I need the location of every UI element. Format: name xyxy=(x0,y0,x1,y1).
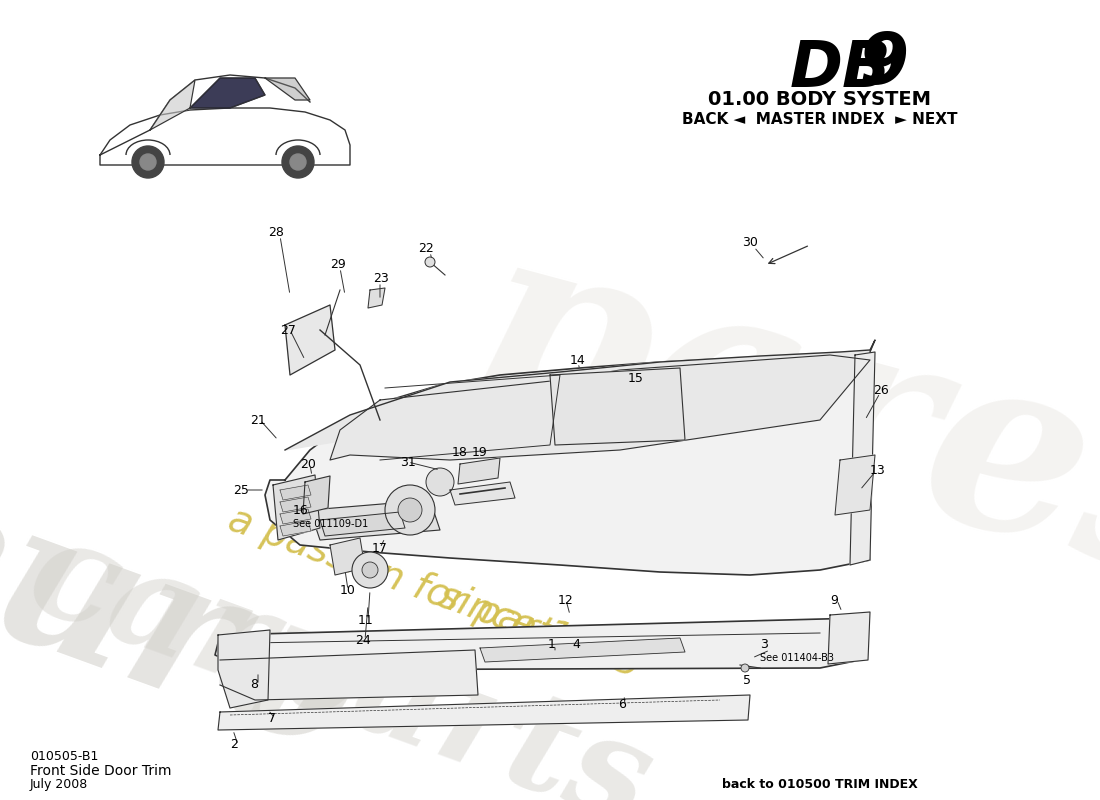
Polygon shape xyxy=(220,650,478,700)
Polygon shape xyxy=(150,80,195,130)
Text: 19: 19 xyxy=(472,446,487,459)
Text: carparts: carparts xyxy=(12,506,669,800)
Polygon shape xyxy=(480,638,685,662)
Text: 10: 10 xyxy=(340,583,356,597)
Circle shape xyxy=(398,498,422,522)
Text: 15: 15 xyxy=(628,371,643,385)
Text: 28: 28 xyxy=(268,226,284,238)
Text: 6: 6 xyxy=(618,698,626,711)
Polygon shape xyxy=(280,509,311,524)
Text: back to 010500 TRIM INDEX: back to 010500 TRIM INDEX xyxy=(722,778,917,791)
Text: 30: 30 xyxy=(742,237,758,250)
Polygon shape xyxy=(265,352,870,575)
Text: 01.00 BODY SYSTEM: 01.00 BODY SYSTEM xyxy=(708,90,932,109)
Polygon shape xyxy=(330,355,870,460)
Text: 11: 11 xyxy=(358,614,374,626)
Polygon shape xyxy=(285,340,874,450)
Text: 16: 16 xyxy=(293,503,309,517)
Text: 13: 13 xyxy=(870,463,886,477)
Polygon shape xyxy=(458,458,500,484)
Text: 5: 5 xyxy=(742,674,751,686)
Circle shape xyxy=(426,468,454,496)
Text: euro: euro xyxy=(0,446,386,794)
Polygon shape xyxy=(330,538,365,575)
Text: July 2008: July 2008 xyxy=(30,778,88,791)
Polygon shape xyxy=(320,512,405,536)
Text: 4: 4 xyxy=(572,638,580,651)
Text: 18: 18 xyxy=(452,446,468,459)
Text: 25: 25 xyxy=(233,483,249,497)
Text: 8: 8 xyxy=(250,678,258,691)
Polygon shape xyxy=(218,695,750,730)
Polygon shape xyxy=(100,108,350,165)
Text: 7: 7 xyxy=(268,711,276,725)
Text: pares: pares xyxy=(448,203,1100,637)
Text: 23: 23 xyxy=(373,271,388,285)
Circle shape xyxy=(290,154,306,170)
Circle shape xyxy=(425,257,435,267)
Text: See 011109-D1: See 011109-D1 xyxy=(293,519,368,529)
Polygon shape xyxy=(285,305,336,375)
Text: 12: 12 xyxy=(558,594,574,606)
Polygon shape xyxy=(190,78,265,108)
Text: 14: 14 xyxy=(570,354,585,366)
Text: 29: 29 xyxy=(330,258,345,271)
Text: 24: 24 xyxy=(355,634,371,646)
Polygon shape xyxy=(310,500,440,540)
Polygon shape xyxy=(828,612,870,664)
Text: 27: 27 xyxy=(280,323,296,337)
Polygon shape xyxy=(450,482,515,505)
Text: 2: 2 xyxy=(230,738,238,751)
Polygon shape xyxy=(280,521,311,536)
Text: 26: 26 xyxy=(873,383,889,397)
Polygon shape xyxy=(835,455,874,515)
Text: 010505-B1: 010505-B1 xyxy=(30,750,98,763)
Text: 20: 20 xyxy=(300,458,316,471)
Text: since 1985: since 1985 xyxy=(433,576,646,684)
Polygon shape xyxy=(218,630,270,708)
Polygon shape xyxy=(280,485,311,500)
Text: 21: 21 xyxy=(250,414,266,426)
Circle shape xyxy=(140,154,156,170)
Polygon shape xyxy=(850,352,875,565)
Circle shape xyxy=(282,146,314,178)
Text: See 011404-B3: See 011404-B3 xyxy=(760,653,834,663)
Polygon shape xyxy=(368,288,385,308)
Text: 3: 3 xyxy=(760,638,768,651)
Polygon shape xyxy=(550,368,685,445)
Circle shape xyxy=(741,664,749,672)
Text: 22: 22 xyxy=(418,242,433,254)
Polygon shape xyxy=(214,618,860,670)
Polygon shape xyxy=(265,78,310,100)
Text: DB: DB xyxy=(790,38,892,100)
Polygon shape xyxy=(280,497,311,512)
Circle shape xyxy=(385,485,435,535)
Text: BACK ◄  MASTER INDEX  ► NEXT: BACK ◄ MASTER INDEX ► NEXT xyxy=(682,112,958,127)
Text: 1: 1 xyxy=(548,638,556,651)
Text: a passion for parts: a passion for parts xyxy=(223,500,576,660)
Circle shape xyxy=(352,552,388,588)
Text: 17: 17 xyxy=(372,542,388,554)
Text: Front Side Door Trim: Front Side Door Trim xyxy=(30,764,172,778)
Text: 31: 31 xyxy=(400,455,416,469)
Polygon shape xyxy=(273,475,320,540)
Text: 9: 9 xyxy=(830,594,838,606)
Text: 9: 9 xyxy=(858,30,909,99)
Circle shape xyxy=(132,146,164,178)
Circle shape xyxy=(362,562,378,578)
Polygon shape xyxy=(302,476,330,514)
